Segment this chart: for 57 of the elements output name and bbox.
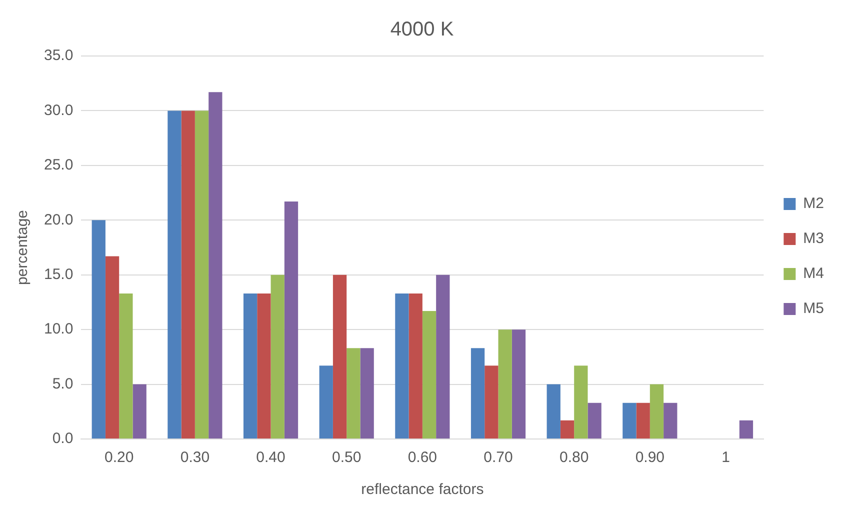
y-tick-label: 15.0 (44, 266, 74, 283)
bar (92, 220, 106, 438)
x-tick-label: 0.30 (180, 449, 210, 466)
bar (650, 384, 664, 438)
x-tick-label: 0.20 (104, 449, 134, 466)
y-axis-title: percentage (14, 210, 32, 286)
bar (588, 402, 602, 438)
bar (284, 202, 298, 438)
bar (194, 110, 209, 438)
bar (332, 274, 347, 438)
bar (422, 310, 436, 438)
bar (546, 384, 560, 438)
bar (257, 293, 271, 438)
x-tick-label: 0.70 (484, 449, 513, 466)
legend-label: M3 (803, 230, 824, 248)
bar (512, 330, 526, 438)
x-tick-label: 0.40 (256, 449, 286, 466)
bar (664, 402, 678, 438)
chart-title: 4000 K (390, 18, 454, 41)
bar (132, 384, 146, 438)
bar (622, 402, 636, 438)
bar (319, 366, 333, 438)
legend-label: M2 (803, 195, 824, 212)
y-tick-label: 5.0 (52, 375, 74, 392)
bar (243, 293, 258, 438)
bar (119, 293, 133, 438)
bar (470, 348, 485, 438)
bar (105, 256, 120, 438)
bar (270, 274, 284, 438)
bar (560, 420, 574, 438)
y-tick-label: 20.0 (44, 211, 74, 228)
bar (498, 330, 512, 438)
y-tick-label: 30.0 (44, 102, 74, 119)
x-axis-title: reflectance factors (361, 481, 484, 498)
bar (436, 274, 450, 438)
bar (395, 293, 409, 438)
bar (574, 366, 588, 438)
bar (484, 366, 498, 438)
bar (739, 420, 754, 438)
legend-label: M5 (803, 300, 824, 318)
bar (168, 110, 182, 438)
x-tick-label: 0.50 (332, 449, 362, 466)
y-tick-label: 25.0 (44, 156, 74, 174)
x-tick-label: 1 (722, 449, 730, 466)
x-tick-label: 0.80 (559, 449, 589, 466)
y-tick-label: 0.0 (52, 430, 74, 448)
bar (181, 110, 195, 438)
bar (346, 348, 360, 438)
bar (408, 293, 422, 438)
y-tick-label: 35.0 (44, 47, 74, 64)
bar (360, 348, 374, 438)
x-tick-label: 0.60 (408, 449, 438, 466)
legend-label: M4 (803, 265, 824, 282)
bar (636, 402, 650, 438)
x-tick-label: 0.90 (635, 449, 665, 466)
y-tick-label: 10.0 (44, 320, 74, 338)
bar (208, 92, 222, 438)
